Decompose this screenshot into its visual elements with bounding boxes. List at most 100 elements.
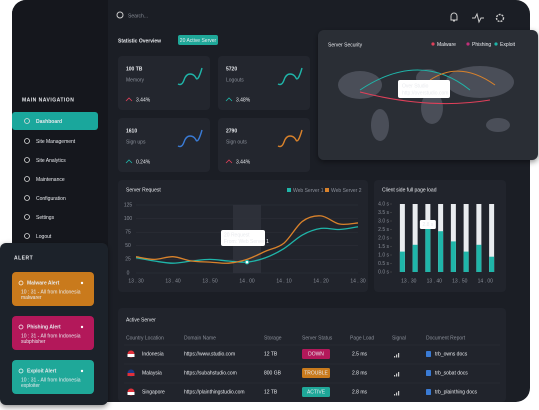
- alert-item[interactable]: [12, 316, 94, 350]
- stat-change: 0.24%: [136, 159, 151, 165]
- country: Malaysia: [142, 370, 162, 376]
- domain-link[interactable]: https://www.studio.com: [184, 351, 235, 357]
- nav-item[interactable]: Site Management: [36, 139, 76, 145]
- badge: [178, 35, 218, 45]
- stat-label: Memory: [126, 77, 145, 83]
- bar-track: [463, 204, 469, 272]
- y-tick-label: 50: [125, 243, 131, 249]
- column-header: Signal: [392, 335, 406, 341]
- nav-active[interactable]: [12, 112, 98, 130]
- storage: 800 GB: [264, 370, 282, 376]
- trend-icon: [125, 97, 133, 102]
- alert-item[interactable]: [12, 272, 94, 306]
- y-tick-label: 125: [124, 202, 133, 208]
- x-tick-label: 14 . 30: [350, 278, 366, 284]
- document-link[interactable]: trb_sobat docs: [435, 370, 468, 376]
- bar: [425, 224, 431, 272]
- status-pill: [302, 349, 330, 359]
- nav-item[interactable]: Logout: [36, 234, 52, 240]
- nav-item[interactable]: Configuration: [36, 196, 66, 202]
- stat-change: 3.48%: [236, 97, 251, 103]
- legend-dot: [494, 42, 498, 46]
- nav-icon: [24, 176, 30, 182]
- map-arc: [359, 69, 471, 91]
- nav-item[interactable]: Site Analytics: [36, 158, 66, 164]
- bar: [463, 251, 469, 272]
- y-tick-label: 0.0 s: [378, 269, 389, 275]
- stat-card: [118, 118, 210, 172]
- status: DOWN: [308, 352, 324, 358]
- column-header: Page Load: [350, 335, 374, 341]
- alert-dot: [80, 281, 84, 285]
- domain-link[interactable]: https://plainthingstudio.com: [184, 389, 245, 395]
- y-tick-label: 3.0 s: [378, 218, 389, 224]
- bell-icon[interactable]: [450, 12, 458, 22]
- legend-label: Web Server 2: [331, 188, 362, 194]
- y-tick-label: 4.0 s: [378, 201, 389, 207]
- chart-tooltip: [221, 230, 265, 246]
- tooltip-subtitle: From: Web Server 1: [224, 239, 269, 245]
- legend-label: Web Server 1: [293, 188, 324, 194]
- document-link[interactable]: trb_owns docs: [435, 351, 468, 357]
- bar: [476, 244, 482, 272]
- page-load: 2.5 ms: [352, 351, 368, 357]
- alert-name: Phishing Alert: [27, 324, 61, 330]
- x-tick-label: 14 . 00: [478, 278, 494, 284]
- nav-icon: [24, 118, 30, 124]
- stat-value: 5720: [226, 66, 237, 72]
- alert-item[interactable]: [12, 360, 94, 394]
- signal-bar: [396, 373, 398, 377]
- alert-name: Malware Alert: [27, 280, 60, 286]
- y-tick-label: 0: [127, 270, 130, 276]
- trend-icon: [125, 159, 133, 164]
- document-link[interactable]: trb_plainthing docs: [435, 389, 477, 395]
- nav-icon: [24, 138, 30, 144]
- alert-text: malwarer: [21, 295, 42, 301]
- search-icon: [116, 11, 124, 19]
- stat-label: Sign ups: [126, 139, 146, 145]
- search-input[interactable]: Search...: [128, 13, 148, 19]
- alert-text: exploiter: [21, 383, 40, 389]
- activity-icon[interactable]: [472, 12, 484, 24]
- nav-item[interactable]: Settings: [36, 215, 55, 221]
- x-tick-label: 14 . 10: [276, 278, 292, 284]
- x-tick-label: 13 . 40: [427, 278, 443, 284]
- y-tick-label: 2.5 s: [378, 227, 389, 233]
- alert-icon: [18, 368, 24, 374]
- signal-bar: [396, 392, 398, 396]
- column-header: Country Location: [126, 335, 164, 341]
- stat-value: 1610: [126, 128, 137, 134]
- legend-dot: [431, 42, 435, 46]
- chart-tooltip: [419, 220, 436, 229]
- x-tick-label: 13 . 40: [165, 278, 181, 284]
- bar: [399, 251, 405, 272]
- legend-dot: [466, 42, 470, 46]
- sparkline: [277, 67, 303, 86]
- settings-icon[interactable]: [495, 13, 505, 23]
- y-tick-label: 0.5 s: [378, 261, 389, 267]
- table-title: Active Server: [126, 317, 156, 323]
- legend-swatch: [287, 188, 291, 192]
- nav-item[interactable]: Dashboard: [36, 119, 62, 125]
- alert-text: 10 : 31 - All from Indonesia: [21, 289, 81, 295]
- nav-icon: [24, 214, 30, 220]
- signal-bar: [398, 391, 400, 396]
- column-header: Document Report: [426, 335, 466, 341]
- page-load: 2.8 ms: [352, 389, 368, 395]
- storage: 12 TB: [264, 389, 278, 395]
- signal-bar: [396, 354, 398, 358]
- legend-label: Phishing: [472, 42, 491, 48]
- alert-title: ALERT: [14, 255, 33, 261]
- section-title: Statistic Overview: [118, 38, 161, 44]
- y-tick-label: 2.0 s: [378, 235, 389, 241]
- x-tick-label: 13 . 50: [202, 278, 218, 284]
- map-arc: [429, 70, 496, 86]
- alert-text: subphisher: [21, 339, 46, 345]
- domain-link[interactable]: https://subahstudio.com: [184, 370, 237, 376]
- flag: [127, 354, 135, 357]
- stat-change: 3.44%: [136, 97, 151, 103]
- nav-item[interactable]: Maintenance: [36, 177, 65, 183]
- stat-card: [118, 56, 210, 110]
- x-tick-label: 13 . 30: [128, 278, 144, 284]
